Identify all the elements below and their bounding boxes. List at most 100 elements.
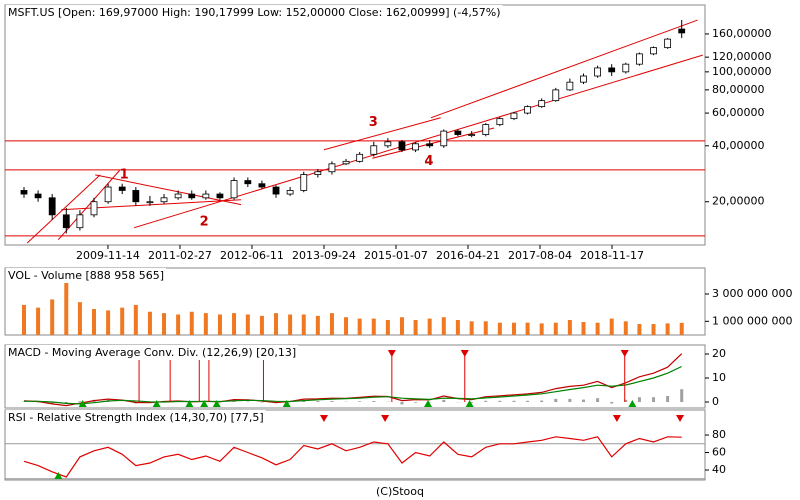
y-tick-label: 80 — [712, 428, 726, 441]
volume-bar — [469, 321, 474, 335]
y-tick-label: 40 — [712, 463, 726, 476]
histogram-bar — [680, 389, 684, 402]
buy-signal — [212, 400, 221, 407]
histogram-bar — [372, 401, 376, 402]
candle-body — [622, 63, 630, 73]
candle-body — [468, 134, 476, 136]
buy-signal — [424, 400, 433, 407]
volume-bar — [344, 317, 349, 335]
histogram-bar — [50, 402, 54, 404]
volume-bar — [21, 304, 26, 335]
y-tick-label: 3 000 000 000 — [712, 287, 792, 300]
candle-body — [104, 186, 112, 203]
volume-bar — [203, 313, 208, 335]
volume-bar — [399, 317, 404, 335]
volume-bar — [232, 313, 237, 335]
volume-bar — [329, 313, 334, 335]
candle-body — [650, 47, 657, 55]
volume-bar — [483, 321, 488, 335]
sell-signal — [319, 415, 328, 422]
panel-title: MSFT.US [Open: 169,97000 High: 190,17999… — [8, 6, 501, 19]
title-background — [6, 410, 266, 425]
candle-body — [678, 28, 686, 34]
volume-bar — [623, 321, 628, 335]
title-background — [6, 268, 167, 283]
volume-bar — [259, 315, 264, 335]
sell-signal — [460, 350, 469, 357]
histogram-bar — [470, 402, 474, 403]
histogram-bar — [484, 400, 488, 402]
volume-bar — [50, 299, 55, 335]
candle-body — [286, 190, 294, 195]
y-tick-label: 1 000 000 000 — [712, 314, 792, 327]
candle-body — [48, 197, 56, 216]
candle-body — [426, 143, 434, 147]
candle-body — [594, 67, 602, 77]
x-tick-label: 2012-06-11 — [220, 249, 284, 262]
volume-bar — [595, 322, 600, 335]
candle-body — [300, 174, 308, 191]
candle-body — [524, 106, 531, 114]
volume-bar — [609, 318, 614, 335]
volume-bar — [539, 323, 544, 335]
panel-title: VOL - Volume [888 958 565] — [8, 269, 164, 282]
volume-bar — [274, 313, 279, 335]
histogram-bar — [582, 399, 586, 402]
volume-bar — [567, 319, 572, 335]
candle-body — [132, 190, 140, 203]
buy-signal — [152, 400, 161, 407]
x-tick-label: 2013-09-24 — [292, 249, 356, 262]
annotation: 4 — [424, 154, 433, 169]
panel-frame — [4, 4, 706, 246]
histogram-bar — [400, 402, 404, 405]
x-tick-label: 2015-01-07 — [364, 249, 428, 262]
volume-bar — [497, 322, 502, 335]
y-tick-label: 160,00000 — [712, 27, 772, 40]
candle-body — [538, 100, 546, 108]
trend-line — [134, 54, 703, 229]
histogram-bar — [666, 396, 670, 402]
buy-signal — [628, 400, 637, 407]
candle-body — [636, 53, 643, 65]
volume-bar — [120, 307, 125, 335]
histogram-bar — [512, 400, 516, 402]
y-tick-label: 60,00000 — [712, 106, 765, 119]
histogram-bar — [358, 401, 362, 402]
trend-line — [323, 117, 441, 151]
histogram-bar — [596, 398, 600, 402]
sell-signal — [381, 415, 390, 422]
buy-signal — [282, 400, 291, 407]
volume-bar — [288, 314, 293, 335]
volume-bar — [245, 314, 250, 335]
candle-body — [90, 201, 98, 216]
trend-line — [372, 127, 495, 159]
candle-body — [440, 130, 448, 147]
buy-signal — [185, 400, 194, 407]
volume-bar — [385, 319, 390, 335]
candle-body — [510, 112, 518, 120]
candle-body — [328, 163, 336, 173]
trend-line — [95, 174, 242, 206]
candle-body — [370, 145, 378, 155]
y-tick-label: 100,00000 — [712, 65, 772, 78]
candle-body — [62, 214, 70, 229]
x-tick-label: 2009-11-14 — [76, 249, 140, 262]
volume-bar — [427, 318, 432, 335]
candle-body — [454, 130, 462, 135]
volume-bar — [36, 307, 41, 335]
volume-bar — [371, 318, 376, 335]
trend-line — [26, 174, 101, 244]
histogram-bar — [652, 397, 656, 402]
candle-body — [608, 67, 616, 73]
y-tick-label: 0 — [712, 395, 719, 408]
sell-signal — [387, 350, 396, 357]
y-tick-label: 120,00000 — [712, 50, 772, 63]
candle-body — [160, 197, 168, 203]
volume-bar — [301, 314, 306, 335]
volume-bar — [176, 314, 181, 335]
volume-bar — [77, 302, 82, 335]
x-tick-label: 2011-02-27 — [148, 249, 212, 262]
y-tick-label: 80,00000 — [712, 83, 765, 96]
volume-bar — [581, 322, 586, 335]
